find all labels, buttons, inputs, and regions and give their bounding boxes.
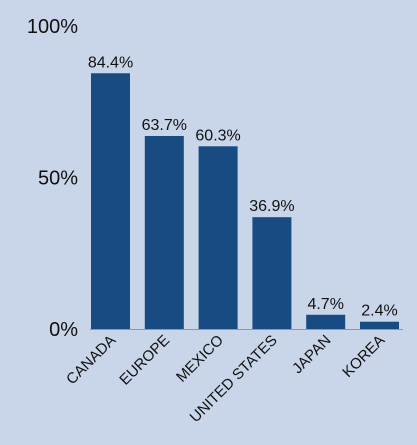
bar-korea — [360, 321, 399, 329]
x-tick-label: EUROPE — [116, 332, 173, 389]
y-tick-label: 100% — [27, 16, 78, 38]
x-tick-label: MEXICO — [173, 332, 227, 386]
bar-mexico — [198, 146, 238, 329]
x-tick-label: JAPAN — [289, 332, 334, 377]
bar-united-states — [252, 217, 292, 329]
data-label: 36.9% — [249, 198, 294, 215]
bar-europe — [144, 135, 184, 329]
data-label: 4.7% — [307, 296, 343, 313]
bar-japan — [306, 314, 346, 329]
data-label: 63.7% — [142, 117, 187, 134]
bar-canada — [91, 73, 130, 329]
x-tick-label: KOREA — [339, 332, 388, 381]
data-label: 84.4% — [88, 54, 133, 71]
y-tick-label: 50% — [38, 168, 78, 190]
data-label: 60.3% — [195, 127, 240, 144]
y-tick-label: 0% — [49, 319, 78, 341]
data-label: 2.4% — [361, 303, 397, 320]
